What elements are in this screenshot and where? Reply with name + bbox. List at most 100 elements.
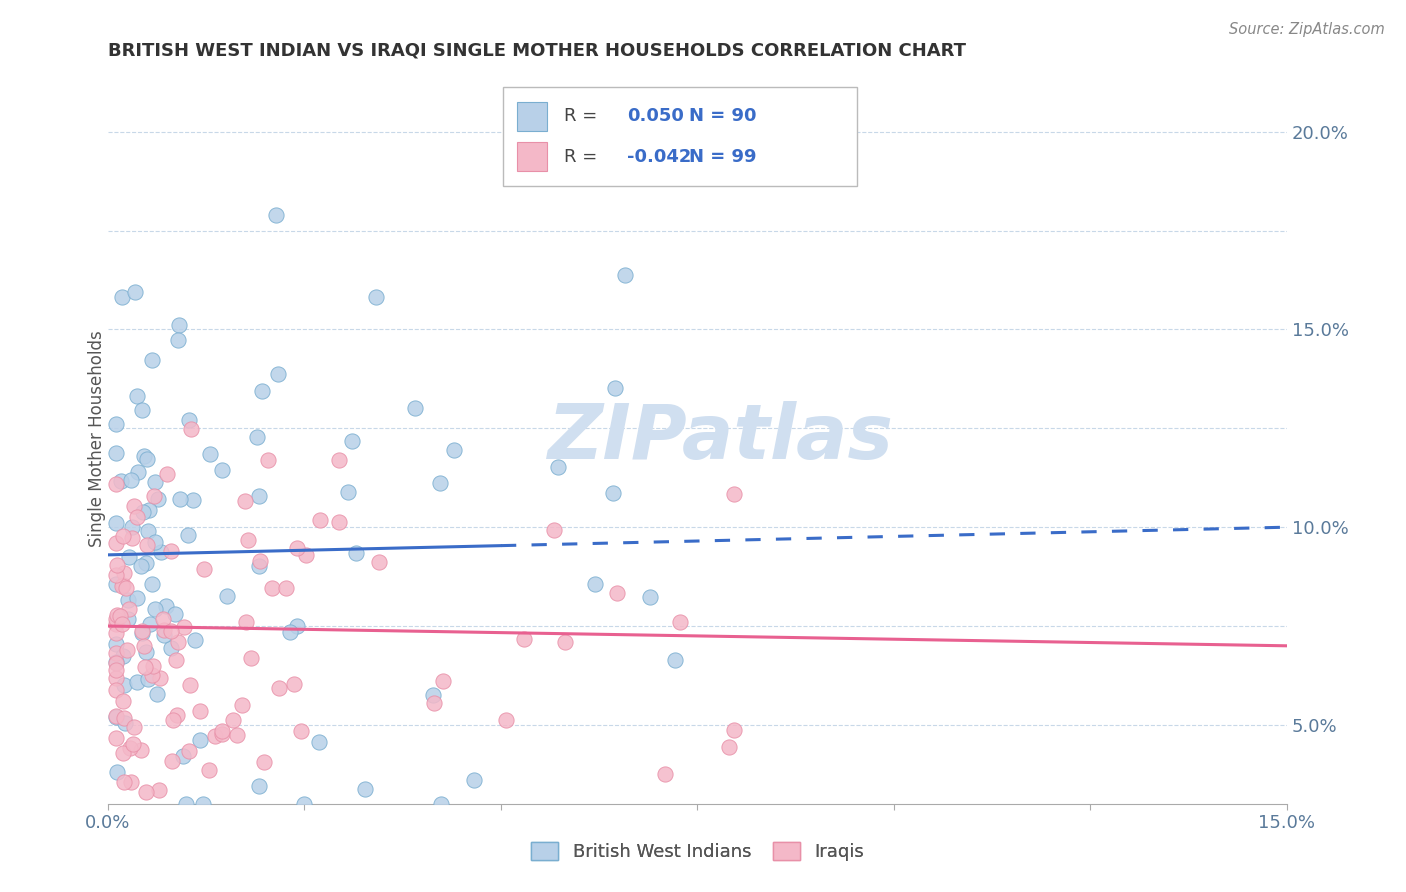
Point (159, 624, 181, 638)
Point (603, 381, 626, 395)
Point (105, 607, 128, 622)
Point (111, 746, 134, 760)
Point (141, 668, 163, 682)
Point (269, 681, 291, 695)
Point (290, 724, 312, 739)
Point (308, 735, 330, 749)
Point (309, 512, 332, 526)
Point (153, 623, 176, 637)
Point (181, 493, 204, 508)
Point (172, 748, 194, 763)
Point (141, 577, 163, 591)
Point (131, 626, 153, 640)
Legend: British West Indians, Iraqis: British West Indians, Iraqis (524, 834, 872, 868)
Text: -0.042: -0.042 (627, 147, 692, 166)
Point (247, 489, 270, 503)
Point (354, 781, 377, 796)
Y-axis label: Single Mother Households: Single Mother Households (89, 330, 105, 547)
FancyBboxPatch shape (517, 102, 547, 131)
Point (177, 413, 200, 427)
Text: R =: R = (564, 107, 603, 125)
Point (723, 487, 745, 501)
Point (132, 505, 155, 519)
Point (669, 615, 692, 630)
Point (141, 353, 163, 368)
Point (266, 208, 288, 222)
Point (346, 546, 368, 560)
Point (136, 538, 159, 552)
Point (184, 633, 207, 648)
Point (111, 290, 134, 304)
Point (225, 728, 247, 742)
Point (104, 612, 127, 626)
Point (173, 620, 195, 634)
Point (105, 567, 128, 582)
Point (422, 688, 444, 702)
Point (153, 627, 176, 641)
Point (104, 476, 127, 491)
Point (131, 559, 153, 574)
Point (142, 659, 165, 673)
Point (104, 656, 127, 670)
Point (104, 446, 127, 460)
Text: R =: R = (564, 147, 603, 166)
Point (117, 612, 139, 626)
Point (159, 543, 181, 558)
Point (512, 632, 534, 646)
Point (274, 581, 297, 595)
Point (543, 523, 565, 537)
Point (432, 673, 454, 688)
Point (193, 797, 215, 811)
Point (104, 682, 127, 697)
Point (554, 635, 576, 649)
Point (105, 558, 128, 572)
Point (112, 774, 135, 789)
Point (134, 659, 156, 673)
Point (104, 637, 127, 651)
Point (166, 652, 188, 666)
Point (104, 663, 127, 677)
Point (121, 775, 143, 789)
Point (143, 602, 166, 616)
Point (148, 783, 170, 797)
Point (104, 646, 127, 660)
Point (443, 443, 465, 458)
Text: N = 99: N = 99 (689, 147, 756, 166)
Point (112, 566, 135, 581)
Point (108, 608, 131, 623)
Point (583, 577, 606, 591)
Point (143, 475, 166, 489)
Point (404, 401, 426, 415)
Point (150, 544, 173, 558)
Point (104, 516, 127, 531)
FancyBboxPatch shape (503, 87, 856, 186)
Point (135, 556, 157, 570)
Point (114, 678, 136, 692)
Point (131, 624, 153, 638)
Point (146, 491, 169, 506)
Point (104, 577, 127, 591)
Point (104, 710, 127, 724)
Point (155, 599, 177, 614)
Point (138, 503, 160, 517)
Point (718, 740, 741, 755)
Point (114, 716, 136, 731)
Point (120, 473, 142, 487)
Point (166, 334, 188, 348)
Point (240, 650, 263, 665)
Point (613, 268, 636, 283)
Point (122, 720, 145, 734)
Point (104, 731, 127, 745)
Point (104, 655, 127, 669)
Point (122, 499, 145, 513)
Point (280, 625, 302, 640)
Point (368, 556, 391, 570)
Point (135, 645, 157, 659)
Point (104, 708, 127, 723)
Point (135, 785, 157, 799)
Point (125, 389, 148, 403)
Point (135, 452, 157, 467)
Point (134, 450, 156, 464)
Point (231, 698, 253, 713)
Point (283, 677, 305, 691)
